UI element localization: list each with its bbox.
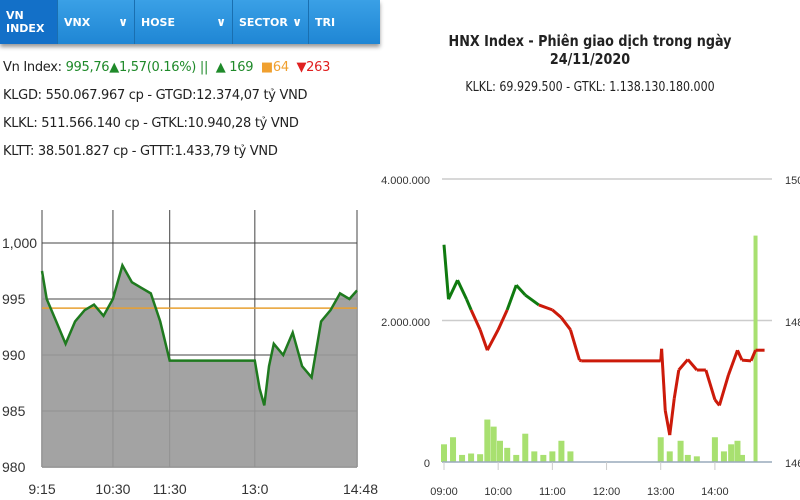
advancers-count: ▲ 169 [215, 60, 254, 75]
volume-bar [666, 451, 673, 462]
price-segment [727, 349, 739, 376]
price-segment [717, 374, 730, 406]
volume-bar [450, 437, 457, 462]
tab-label: HOSE [141, 15, 175, 29]
volume-bar [728, 444, 735, 462]
volume-bar [522, 433, 529, 462]
price-segment [672, 369, 681, 399]
decliners-count: ▼263 [296, 60, 331, 75]
x-tick-label: 09:00 [430, 486, 458, 498]
y-left-tick-label: 2.000.000 [381, 317, 430, 329]
volume-bar [558, 440, 565, 462]
price-segment [478, 329, 489, 351]
tab-hose[interactable]: HOSE ∨ [135, 0, 233, 44]
tab-vn-index[interactable]: VN INDEX [0, 0, 58, 44]
index-summary: Vn Index: 995,76▲1,57(0.16%) || ▲ 169 ■6… [3, 60, 330, 75]
price-segment [551, 308, 563, 319]
price-segment [568, 329, 581, 361]
x-tick-label: 13:00 [647, 486, 675, 498]
tab-vnx[interactable]: VNX ∨ [58, 0, 135, 44]
price-segment [741, 358, 752, 363]
price-segment [704, 369, 717, 401]
volume-bar [468, 453, 475, 462]
y-left-tick-label: 0 [424, 458, 430, 470]
volume-bar [496, 440, 503, 462]
price-segment [442, 244, 451, 300]
volume-bar [734, 440, 741, 462]
price-segment [668, 398, 676, 436]
tab-label: VNX [64, 15, 91, 29]
x-tick-label: 12:00 [593, 486, 621, 498]
y-right-tick-label: 148 [785, 317, 800, 329]
volume-bar [684, 454, 691, 462]
price-segment [660, 348, 667, 411]
tab-tri[interactable]: TRI [309, 0, 380, 44]
chart-title: HNX Index - Phiên giao dịch trong ngày 2… [448, 32, 732, 68]
price-segment [524, 293, 540, 307]
chevron-down-icon: ∨ [292, 15, 302, 29]
volume-bar [490, 426, 497, 462]
y-right-tick-label: 150 [785, 175, 800, 187]
market-tabs: VN INDEX VNX ∨ HOSE ∨ SECTOR ∨ TRI [0, 0, 380, 44]
volume-bar [720, 451, 727, 462]
price-segment [749, 349, 757, 362]
volume-bar [484, 419, 491, 462]
negotiated-volume-value: KLTT: 38.501.827 cp - GTTT:1.433,79 tỷ V… [3, 144, 278, 159]
matched-volume-value: KLKL: 511.566.140 cp - GTKL:10.940,28 tỷ… [3, 116, 299, 131]
volume-bar [531, 451, 538, 462]
price-segment [686, 358, 698, 371]
volume-bar [540, 454, 547, 462]
tab-label: VN INDEX [6, 9, 45, 35]
volume-bar [738, 454, 745, 462]
volume-bar [549, 451, 556, 462]
y-right-tick-label: 146 [785, 458, 800, 470]
price-segment [469, 309, 482, 331]
unchanged-count: ■64 [260, 60, 289, 75]
chevron-down-icon: ∨ [118, 15, 128, 29]
y-left-tick-label: 4.000.000 [381, 175, 430, 187]
index-change: ▲1,57(0.16%) [109, 60, 197, 75]
price-segment [486, 328, 500, 351]
index-value: 995,76 [65, 60, 110, 75]
price-segment [515, 284, 527, 297]
chevron-down-icon: ∨ [216, 15, 226, 29]
tab-label: SECTOR [239, 15, 288, 29]
volume-bar [657, 437, 664, 462]
x-tick-label: 10:00 [484, 486, 512, 498]
price-segment [560, 316, 572, 331]
price-segment [677, 358, 689, 371]
tab-sector[interactable]: SECTOR ∨ [233, 0, 309, 44]
price-segment [505, 284, 518, 311]
volume-bar [459, 454, 466, 462]
volume-bar [441, 444, 447, 462]
volume-bar [711, 437, 718, 462]
chart-subtitle: KLKL: 69.929.500 - GTKL: 1.138.130.180.0… [465, 80, 715, 95]
volume-bar [693, 456, 700, 462]
total-volume-value: KLGD: 550.067.967 cp - GTGD:12.374,07 tỷ… [3, 88, 308, 103]
x-tick-label: 11:00 [539, 486, 566, 498]
price-segment [456, 279, 468, 300]
tab-label: TRI [315, 15, 336, 29]
price-segment [578, 358, 582, 363]
volume-bar [677, 440, 684, 462]
volume-bar [504, 447, 511, 462]
price-segment [447, 279, 459, 300]
index-label: Vn Index: [3, 60, 62, 75]
price-segment [496, 309, 509, 331]
price-segment [538, 303, 553, 312]
separator: || [199, 60, 209, 75]
price-segment [465, 298, 473, 311]
price-segment [736, 349, 744, 361]
volume-bar [477, 454, 484, 462]
volume-bar [567, 451, 574, 462]
x-tick-label: 14:00 [701, 486, 729, 498]
volume-bar [513, 454, 520, 462]
